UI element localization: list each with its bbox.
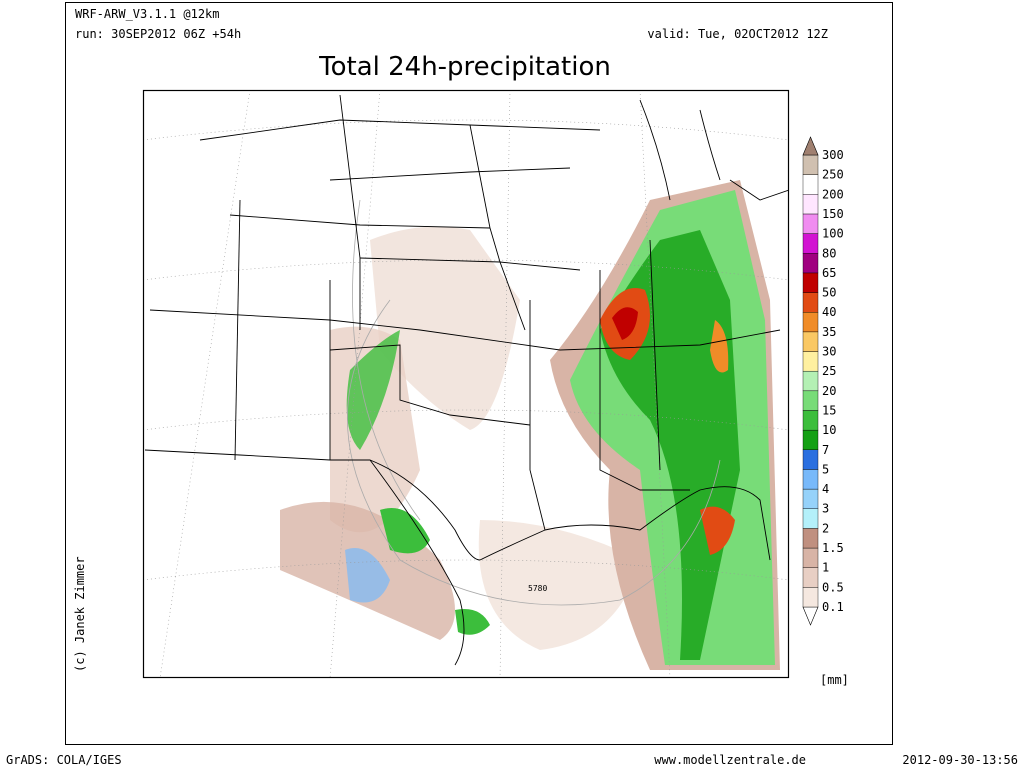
legend-unit: [mm] xyxy=(820,673,849,687)
legend-swatch xyxy=(802,292,819,313)
legend-swatch xyxy=(802,429,819,450)
legend-swatch xyxy=(802,272,819,293)
legend-label: 65 xyxy=(822,266,836,280)
legend-swatch xyxy=(802,233,819,254)
legend-swatch xyxy=(802,174,819,195)
map: 5780 xyxy=(142,89,790,679)
legend-swatch xyxy=(802,488,819,509)
legend-swatch xyxy=(802,370,819,392)
footer-left: GrADS: COLA/IGES xyxy=(6,753,122,767)
legend-swatch xyxy=(802,154,819,175)
legend-label: 0.1 xyxy=(822,600,844,614)
legend-swatch xyxy=(802,194,819,215)
legend-swatch xyxy=(802,587,819,608)
legend-swatch xyxy=(802,390,819,411)
legend-swatch xyxy=(802,469,819,490)
legend-label: 80 xyxy=(822,246,836,260)
legend-swatch xyxy=(802,253,819,274)
legend-label: 1 xyxy=(822,561,829,575)
legend-swatch xyxy=(802,213,819,234)
legend-label: 2 xyxy=(822,521,829,535)
height-contour xyxy=(352,199,421,521)
legend-label: 5 xyxy=(822,462,829,476)
legend-label: 1.5 xyxy=(822,541,844,555)
legend-label: 0.5 xyxy=(822,580,844,594)
graticule xyxy=(143,90,789,678)
legend-swatch xyxy=(802,351,819,372)
run-info: run: 30SEP2012 06Z +54h xyxy=(75,27,241,41)
legend-label: 4 xyxy=(822,482,829,496)
legend-swatch xyxy=(802,547,819,568)
legend-label: 200 xyxy=(822,187,844,201)
legend-label: 35 xyxy=(822,325,836,339)
legend-swatch xyxy=(802,312,819,333)
borders xyxy=(144,94,789,666)
legend-swatch xyxy=(802,508,819,529)
legend-swatch xyxy=(802,528,819,549)
legend-label: 250 xyxy=(822,168,844,182)
valid-info: valid: Tue, 02OCT2012 12Z xyxy=(647,27,828,41)
legend-swatch xyxy=(802,331,819,352)
map-frame xyxy=(142,89,790,679)
credit: (c) Janek Zimmer xyxy=(73,556,87,672)
contour-label: 5780 xyxy=(528,584,547,593)
legend-label: 300 xyxy=(822,148,844,162)
legend-label: 15 xyxy=(822,403,836,417)
footer-right: 2012-09-30-13:56 xyxy=(902,753,1018,767)
legend-swatch xyxy=(802,410,819,431)
legend-swatch xyxy=(802,567,819,588)
legend-arrow-top xyxy=(802,136,819,156)
legend: 0.1 0.5 1 1.5 2 3 4 5 7 10 15 20 25 30 35 40 50 65 80 100 15… xyxy=(802,136,844,626)
legend-label: 3 xyxy=(822,502,829,516)
legend-label: 150 xyxy=(822,207,844,221)
legend-label: 100 xyxy=(822,227,844,241)
legend-label: 25 xyxy=(822,364,836,378)
legend-label: 10 xyxy=(822,423,836,437)
footer-center: www.modellzentrale.de xyxy=(654,753,806,767)
precipitation xyxy=(280,180,780,670)
legend-label: 7 xyxy=(822,443,829,457)
legend-label: 50 xyxy=(822,286,836,300)
title: Total 24h-precipitation xyxy=(318,52,611,82)
height-contour xyxy=(347,299,721,606)
model-info: WRF-ARW_V3.1.1 @12km xyxy=(75,7,220,21)
legend-label: 20 xyxy=(822,384,836,398)
legend-swatch xyxy=(802,449,819,470)
legend-label: 30 xyxy=(822,345,836,359)
legend-label: 40 xyxy=(822,305,836,319)
